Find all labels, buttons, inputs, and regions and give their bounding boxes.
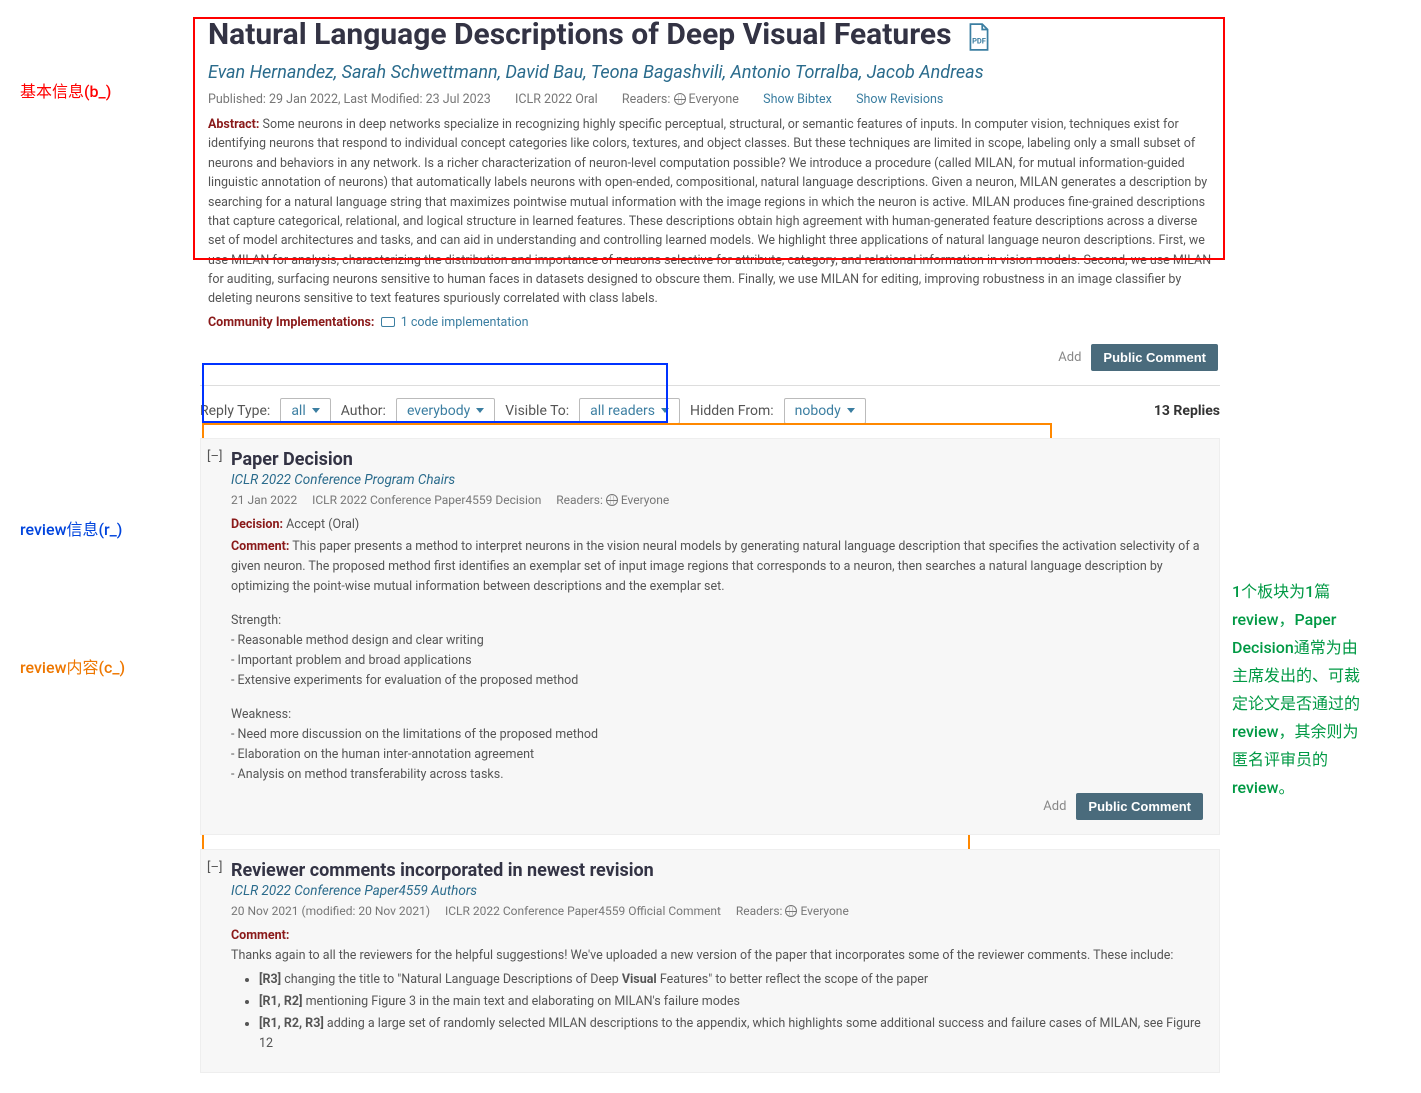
paper-action-row: Add Public Comment — [200, 344, 1220, 371]
weakness-label: Weakness: — [231, 705, 1203, 725]
hidden-from-select[interactable]: nobody — [784, 398, 866, 424]
show-revisions-link[interactable]: Show Revisions — [856, 92, 943, 107]
paper-title: Natural Language Descriptions of Deep Vi… — [208, 18, 952, 53]
paper-authors: Evan Hernandez, Sarah Schwettmann, David… — [208, 62, 1212, 83]
reply-title[interactable]: Paper Decision — [231, 449, 1203, 470]
comment-label: Comment: — [231, 539, 289, 554]
public-comment-button[interactable]: Public Comment — [1091, 344, 1218, 371]
visible-to-select[interactable]: all readers — [579, 398, 680, 424]
reply-readers-label: Readers: — [556, 493, 603, 507]
reply-date: 21 Jan 2022 — [231, 493, 297, 507]
paper-abstract: Abstract: Some neurons in deep networks … — [208, 115, 1212, 309]
abstract-label: Abstract: — [208, 117, 259, 132]
paper-header: Natural Language Descriptions of Deep Vi… — [200, 0, 1220, 338]
pdf-icon[interactable]: PDF — [966, 18, 992, 56]
chevron-down-icon — [476, 408, 484, 413]
annotation-label-basic: 基本信息(b_) — [20, 78, 111, 102]
public-comment-button[interactable]: Public Comment — [1076, 793, 1203, 820]
author-label: Author: — [341, 403, 386, 419]
bullet-list: [R3] changing the title to "Natural Lang… — [259, 970, 1203, 1054]
collapse-toggle[interactable]: [–] — [207, 860, 222, 875]
reply-readers-value: Everyone — [621, 493, 669, 507]
visible-to-label: Visible To: — [505, 403, 569, 419]
paper-meta-row: Published: 29 Jan 2022, Last Modified: 2… — [208, 91, 1212, 107]
readers-label: Readers: — [622, 92, 671, 107]
reply-signature: ICLR 2022 Conference Program Chairs — [231, 472, 1203, 488]
globe-icon — [785, 905, 797, 917]
reply-type-value: all — [291, 403, 305, 419]
readers-value: Everyone — [689, 92, 739, 107]
globe-icon — [674, 93, 686, 105]
annotation-right-note: 1个板块为1篇review，PaperDecision通常为由主席发出的、可裁定… — [1232, 578, 1412, 802]
reply-card: [–] Reviewer comments incorporated in ne… — [200, 849, 1220, 1073]
bullet-item: [R1, R2] mentioning Figure 3 in the main… — [259, 992, 1203, 1012]
published-date: Published: 29 Jan 2022, Last Modified: 2… — [208, 92, 491, 107]
decision-label: Decision: — [231, 517, 283, 532]
comm-impl-label: Community Implementations: — [208, 315, 374, 330]
add-link[interactable]: Add — [1058, 350, 1081, 365]
reply-readers-label: Readers: — [736, 904, 783, 918]
hidden-from-value: nobody — [795, 403, 841, 419]
weakness-item: - Elaboration on the human inter-annotat… — [231, 745, 1203, 765]
reply-body: Decision: Accept (Oral) Comment: This pa… — [231, 515, 1203, 785]
comment-label: Comment: — [231, 928, 289, 943]
add-link[interactable]: Add — [1043, 799, 1066, 814]
reply-signature: ICLR 2022 Conference Paper4559 Authors — [231, 883, 1203, 899]
chevron-down-icon — [312, 408, 320, 413]
bullet-item: [R3] changing the title to "Natural Lang… — [259, 970, 1203, 990]
comment-intro: Thanks again to all the reviewers for th… — [231, 946, 1203, 966]
bullet-item: [R1, R2, R3] adding a large set of rando… — [259, 1014, 1203, 1054]
strength-item: - Extensive experiments for evaluation o… — [231, 671, 1203, 691]
reply-meta: 20 Nov 2021 (modified: 20 Nov 2021) ICLR… — [231, 903, 1203, 918]
reply-type-select[interactable]: all — [280, 398, 330, 424]
svg-text:PDF: PDF — [972, 36, 986, 45]
author-value: everybody — [407, 403, 470, 419]
reply-body: Comment: Thanks again to all the reviewe… — [231, 926, 1203, 1054]
comment-intro: This paper presents a method to interpre… — [231, 539, 1200, 594]
reply-card: [–] Paper Decision ICLR 2022 Conference … — [200, 438, 1220, 835]
reply-forum: ICLR 2022 Conference Paper4559 Official … — [445, 904, 721, 918]
annotation-label-review-info: review信息(r_) — [20, 516, 122, 540]
reply-type-label: Reply Type: — [200, 403, 270, 419]
strength-label: Strength: — [231, 611, 1203, 631]
hidden-from-label: Hidden From: — [690, 403, 774, 419]
reply-title[interactable]: Reviewer comments incorporated in newest… — [231, 860, 1203, 881]
weakness-item: - Analysis on method transferability acr… — [231, 765, 1203, 785]
collapse-toggle[interactable]: [–] — [207, 449, 222, 464]
reply-meta: 21 Jan 2022 ICLR 2022 Conference Paper45… — [231, 492, 1203, 507]
chevron-down-icon — [847, 408, 855, 413]
show-bibtex-link[interactable]: Show Bibtex — [763, 92, 832, 107]
reply-date: 20 Nov 2021 (modified: 20 Nov 2021) — [231, 904, 430, 918]
replies-count: 13 Replies — [1154, 403, 1220, 419]
code-icon — [381, 317, 395, 327]
community-implementations: Community Implementations: 1 code implem… — [208, 315, 1212, 330]
decision-value: Accept (Oral) — [286, 517, 359, 532]
abstract-text: Some neurons in deep networks specialize… — [208, 117, 1211, 306]
reply-forum: ICLR 2022 Conference Paper4559 Decision — [312, 493, 541, 507]
comm-impl-link[interactable]: 1 code implementation — [401, 315, 529, 330]
divider — [200, 385, 1220, 386]
filter-bar: Reply Type: all Author: everybody Visibl… — [200, 398, 1220, 424]
globe-icon — [606, 494, 618, 506]
strength-item: - Important problem and broad applicatio… — [231, 651, 1203, 671]
weakness-item: - Need more discussion on the limitation… — [231, 725, 1203, 745]
reply-action-row: Add Public Comment — [231, 793, 1203, 820]
chevron-down-icon — [661, 408, 669, 413]
annotation-label-review-content: review内容(c_) — [20, 654, 125, 678]
strength-item: - Reasonable method design and clear wri… — [231, 631, 1203, 651]
author-select[interactable]: everybody — [396, 398, 495, 424]
paper-venue: ICLR 2022 Oral — [515, 92, 598, 107]
visible-to-value: all readers — [590, 403, 655, 419]
reply-readers-value: Everyone — [800, 904, 848, 918]
